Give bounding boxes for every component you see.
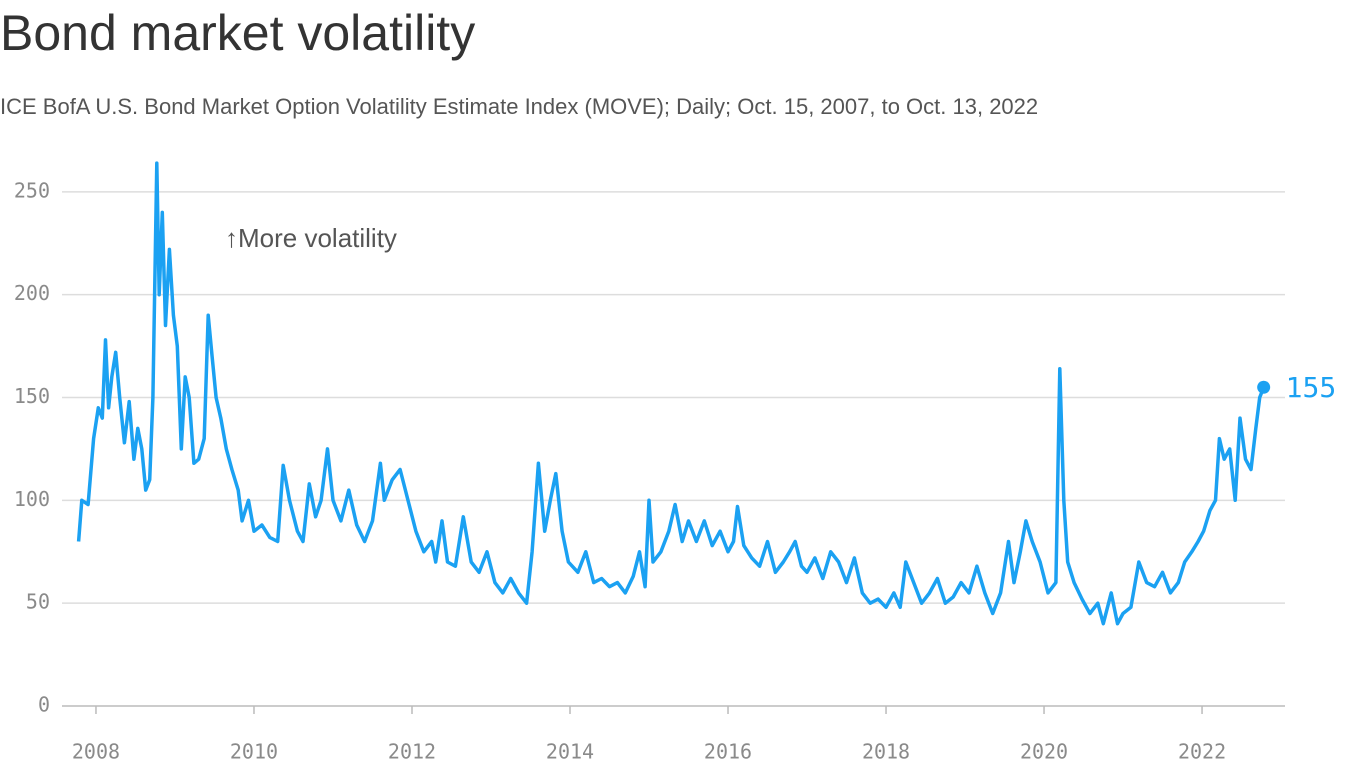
x-tick-label: 2022 [1178,740,1226,764]
annotation: ↑More volatility [225,223,397,253]
y-tick-label: 150 [14,384,50,408]
x-tick-label: 2020 [1020,740,1068,764]
x-tick-label: 2008 [72,740,120,764]
y-tick-label: 50 [26,590,50,614]
end-label: 155 [1286,371,1337,404]
chart-subtitle: ICE BofA U.S. Bond Market Option Volatil… [0,94,1038,119]
x-tick-label: 2014 [546,740,594,764]
end-dot [1257,380,1271,394]
x-tick-label: 2012 [388,740,436,764]
y-tick-label: 200 [14,281,50,305]
x-tick-label: 2010 [230,740,278,764]
chart-title: Bond market volatility [0,5,475,61]
x-tick-label: 2018 [862,740,910,764]
y-tick-label: 100 [14,487,50,511]
data-line [76,161,1266,626]
y-tick-label: 0 [38,693,50,717]
y-tick-label: 250 [14,178,50,202]
x-tick-label: 2016 [704,740,752,764]
